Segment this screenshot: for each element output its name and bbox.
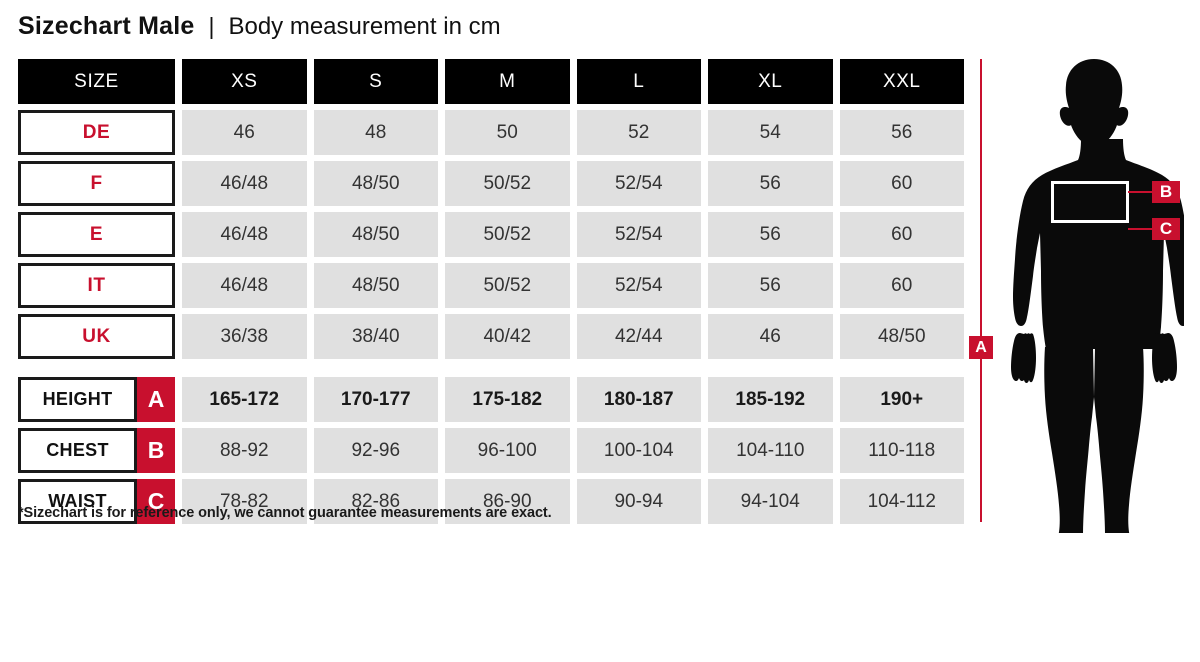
cell-it-xxl: 60 — [839, 263, 964, 308]
cell-chest-xl: 104-110 — [708, 428, 833, 473]
chest-leader-line — [1128, 191, 1152, 193]
male-body-silhouette-icon — [1004, 55, 1191, 570]
cell-f-xxl: 60 — [839, 161, 964, 206]
cell-f-xl: 56 — [708, 161, 833, 206]
row-label-f: F — [18, 161, 175, 206]
cell-chest-xs: 88-92 — [182, 428, 307, 473]
waist-marker-badge: C — [1152, 218, 1180, 240]
cell-e-l: 52/54 — [576, 212, 701, 257]
table-row: DE 46 48 50 52 54 56 — [18, 110, 964, 155]
height-measure-line — [980, 59, 982, 522]
cell-e-xl: 56 — [708, 212, 833, 257]
body-figure-panel: A — [964, 55, 1200, 570]
table-row: IT 46/48 48/50 50/52 52/54 56 60 — [18, 263, 964, 308]
cell-height-m: 175-182 — [445, 377, 570, 422]
table-header-row: SIZE XS S M L XL XXL — [18, 59, 964, 104]
table-row: F 46/48 48/50 50/52 52/54 56 60 — [18, 161, 964, 206]
label-height: HEIGHT — [18, 377, 137, 422]
row-label-uk: UK — [18, 314, 175, 359]
cell-de-l: 52 — [576, 110, 701, 155]
cell-e-xs: 46/48 — [182, 212, 307, 257]
cell-e-xxl: 60 — [839, 212, 964, 257]
cell-it-s: 48/50 — [313, 263, 438, 308]
cell-f-l: 52/54 — [576, 161, 701, 206]
cell-uk-s: 38/40 — [313, 314, 438, 359]
cell-waist-xl: 94-104 — [708, 479, 833, 524]
table-row: E 46/48 48/50 50/52 52/54 56 60 — [18, 212, 964, 257]
cell-chest-s: 92-96 — [313, 428, 438, 473]
cell-it-m: 50/52 — [445, 263, 570, 308]
table-row: UK 36/38 38/40 40/42 42/44 46 48/50 — [18, 314, 964, 359]
cell-de-xs: 46 — [182, 110, 307, 155]
cell-f-s: 48/50 — [313, 161, 438, 206]
cell-height-xs: 165-172 — [182, 377, 307, 422]
footnote-text: *Sizechart is for reference only, we can… — [18, 505, 552, 521]
table-row: CHEST B 88-92 92-96 96-100 100-104 104-1… — [18, 428, 964, 473]
page-title: Sizechart Male | Body measurement in cm — [18, 12, 501, 41]
cell-it-xl: 56 — [708, 263, 833, 308]
cell-waist-xs: 78-82 — [182, 479, 307, 524]
measurement-label-chest: CHEST B — [18, 428, 175, 473]
header-size-label: SIZE — [18, 59, 175, 104]
cell-it-xs: 46/48 — [182, 263, 307, 308]
badge-a-icon: A — [137, 377, 175, 422]
table-row: HEIGHT A 165-172 170-177 175-182 180-187… — [18, 377, 964, 422]
cell-de-xl: 54 — [708, 110, 833, 155]
cell-e-s: 48/50 — [313, 212, 438, 257]
cell-chest-m: 96-100 — [445, 428, 570, 473]
cell-f-m: 50/52 — [445, 161, 570, 206]
cell-height-xl: 185-192 — [708, 377, 833, 422]
label-waist: WAIST — [18, 479, 137, 524]
header-size-xs: XS — [182, 59, 307, 104]
label-chest: CHEST — [18, 428, 137, 473]
sizechart-table: SIZE XS S M L XL XXL DE 46 48 50 52 54 5… — [18, 59, 964, 524]
row-label-e: E — [18, 212, 175, 257]
cell-uk-xxl: 48/50 — [839, 314, 964, 359]
cell-f-xs: 46/48 — [182, 161, 307, 206]
cell-waist-l: 90-94 — [576, 479, 701, 524]
table-row: WAIST C 78-82 82-86 86-90 90-94 94-104 1… — [18, 479, 964, 524]
title-separator: | — [208, 13, 215, 39]
header-size-m: M — [445, 59, 570, 104]
title-subtitle: Body measurement in cm — [228, 13, 501, 40]
cell-uk-xs: 36/38 — [182, 314, 307, 359]
cell-height-s: 170-177 — [313, 377, 438, 422]
header-size-l: L — [576, 59, 701, 104]
header-size-xxl: XXL — [839, 59, 964, 104]
cell-it-l: 52/54 — [576, 263, 701, 308]
cell-de-s: 48 — [313, 110, 438, 155]
measurement-label-waist: WAIST C — [18, 479, 175, 524]
badge-b-icon: B — [137, 428, 175, 473]
cell-uk-xl: 46 — [708, 314, 833, 359]
cell-waist-xxl: 104-112 — [839, 479, 964, 524]
header-size-s: S — [313, 59, 438, 104]
cell-height-xxl: 190+ — [839, 377, 964, 422]
cell-de-m: 50 — [445, 110, 570, 155]
waist-leader-line — [1128, 228, 1152, 230]
badge-c-icon: C — [137, 479, 175, 524]
cell-chest-xxl: 110-118 — [839, 428, 964, 473]
cell-height-l: 180-187 — [576, 377, 701, 422]
height-marker-badge: A — [969, 336, 993, 359]
chest-marker-badge: B — [1152, 181, 1180, 203]
measurement-label-height: HEIGHT A — [18, 377, 175, 422]
title-main: Sizechart Male — [18, 12, 195, 40]
cell-waist-m: 86-90 — [445, 479, 570, 524]
row-label-de: DE — [18, 110, 175, 155]
cell-uk-m: 40/42 — [445, 314, 570, 359]
cell-chest-l: 100-104 — [576, 428, 701, 473]
cell-de-xxl: 56 — [839, 110, 964, 155]
cell-uk-l: 42/44 — [576, 314, 701, 359]
row-label-it: IT — [18, 263, 175, 308]
cell-waist-s: 82-86 — [313, 479, 438, 524]
cell-e-m: 50/52 — [445, 212, 570, 257]
header-size-xl: XL — [708, 59, 833, 104]
